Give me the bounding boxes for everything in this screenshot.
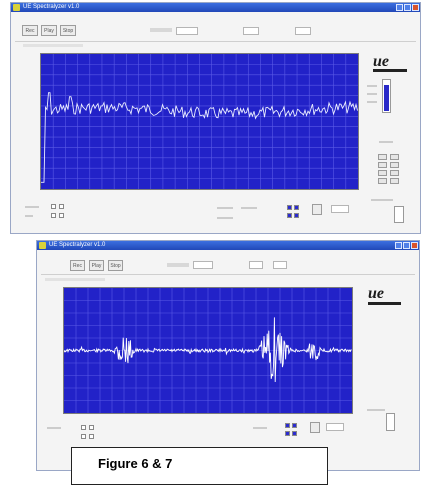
signal-trace (64, 317, 352, 383)
channel-toggle-1[interactable] (285, 423, 290, 428)
option-checkbox-1[interactable] (81, 425, 86, 430)
channel-toggle-1[interactable] (287, 205, 292, 210)
play-button[interactable]: Play (89, 260, 104, 271)
brand-logo: ue (373, 53, 389, 70)
stop-button[interactable]: Stop (108, 260, 123, 271)
channel-toggle-3[interactable] (287, 213, 292, 218)
rate-field[interactable] (249, 261, 263, 269)
signal-trace (41, 92, 358, 183)
mode-field[interactable] (176, 27, 198, 35)
figure-caption: Figure 6 & 7 (71, 447, 328, 485)
window-spectrum: UE Spectralyzer v1.0 Rec Play Stop ue (10, 2, 421, 234)
value-field[interactable] (326, 423, 344, 431)
gain-field[interactable] (273, 261, 287, 269)
window-title: UE Spectralyzer v1.0 (23, 4, 80, 10)
brand-logo: ue (368, 285, 384, 302)
window-waveform: UE Spectralyzer v1.0 Rec Play Stop ue (36, 240, 420, 471)
preset-button-4[interactable] (390, 162, 399, 168)
rate-field[interactable] (243, 27, 259, 35)
option-checkbox-1[interactable] (51, 204, 56, 209)
maximize-icon[interactable] (404, 4, 411, 11)
option-checkbox-2[interactable] (89, 425, 94, 430)
mode-label (150, 28, 172, 32)
app-icon (13, 4, 20, 11)
close-icon[interactable] (411, 242, 418, 249)
caption-text: Figure 6 & 7 (98, 456, 173, 471)
plot2-svg (64, 288, 352, 413)
window-title-bar: UE Spectralyzer v1.0 (37, 241, 419, 250)
brand-logo-bar (373, 69, 407, 72)
window-title-bar: UE Spectralyzer v1.0 (11, 3, 420, 12)
slider-control[interactable] (386, 413, 395, 431)
option-checkbox-3[interactable] (81, 434, 86, 439)
plot1-svg (41, 54, 358, 189)
slider-control[interactable] (394, 206, 404, 223)
maximize-icon[interactable] (403, 242, 410, 249)
waveform-plot[interactable] (63, 287, 353, 414)
level-meter (382, 79, 391, 113)
apply-button[interactable] (312, 204, 322, 215)
option-checkbox-4[interactable] (89, 434, 94, 439)
option-checkbox-3[interactable] (51, 213, 56, 218)
channel-toggle-4[interactable] (292, 431, 297, 436)
spectrum-plot[interactable] (40, 53, 359, 190)
channel-toggle-3[interactable] (285, 431, 290, 436)
preset-button-7[interactable] (378, 178, 387, 184)
preset-button-5[interactable] (378, 170, 387, 176)
option-checkbox-4[interactable] (59, 213, 64, 218)
stop-button[interactable]: Stop (60, 25, 76, 36)
minimize-icon[interactable] (395, 242, 402, 249)
rec-button[interactable]: Rec (70, 260, 85, 271)
preset-button-8[interactable] (390, 178, 399, 184)
channel-toggle-4[interactable] (294, 213, 299, 218)
value-field[interactable] (331, 205, 349, 213)
preset-button-1[interactable] (378, 154, 387, 160)
apply-button[interactable] (310, 422, 320, 433)
preset-button-2[interactable] (390, 154, 399, 160)
window-title: UE Spectralyzer v1.0 (49, 242, 106, 248)
play-button[interactable]: Play (41, 25, 57, 36)
mode-field[interactable] (193, 261, 213, 269)
rec-button[interactable]: Rec (22, 25, 38, 36)
preset-button-3[interactable] (378, 162, 387, 168)
app-icon (39, 242, 46, 249)
gain-field[interactable] (295, 27, 311, 35)
preset-button-6[interactable] (390, 170, 399, 176)
menu-bar (23, 44, 83, 47)
option-checkbox-2[interactable] (59, 204, 64, 209)
channel-toggle-2[interactable] (294, 205, 299, 210)
close-icon[interactable] (412, 4, 419, 11)
minimize-icon[interactable] (396, 4, 403, 11)
channel-toggle-2[interactable] (292, 423, 297, 428)
brand-logo-bar (368, 302, 401, 305)
